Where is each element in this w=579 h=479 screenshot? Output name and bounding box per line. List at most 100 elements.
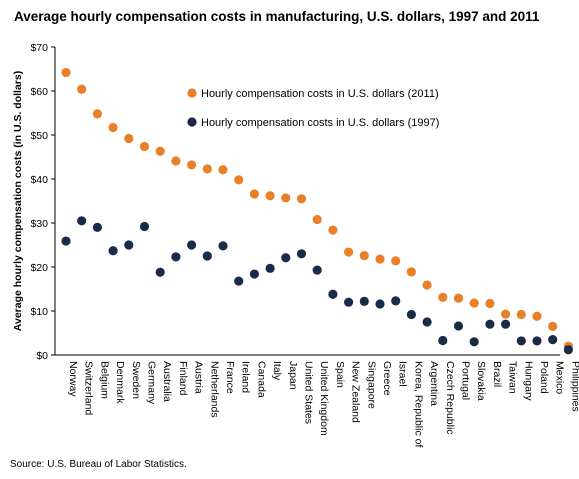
- source-note: Source: U.S. Bureau of Labor Statistics.: [10, 459, 187, 470]
- point-2011: [312, 214, 322, 225]
- point-1997: [344, 297, 354, 307]
- data-points: [61, 67, 574, 355]
- point-2011: [155, 146, 165, 156]
- x-axis-ticks: Norway Switzerland Belgium Denmark Sweden Ger…: [67, 361, 579, 447]
- y-tick-label: $10: [30, 306, 48, 318]
- point-2011: [359, 250, 369, 261]
- point-2011: [234, 175, 244, 185]
- x-tick-label: Czech Republic: [444, 361, 456, 435]
- point-2011: [171, 156, 181, 166]
- y-axis-title: Average hourly compensation costs (in U.…: [12, 71, 24, 331]
- x-tick-label: Italy: [271, 361, 283, 381]
- x-tick-label: United States: [303, 361, 315, 424]
- point-1997: [328, 289, 338, 299]
- point-1997: [61, 236, 71, 246]
- point-2011: [406, 267, 416, 277]
- point-2011: [375, 254, 385, 264]
- x-tick-label: Korea, Republic of: [412, 361, 424, 447]
- point-2011: [532, 311, 542, 321]
- x-tick-label: Canada: [255, 361, 267, 398]
- x-tick-label: Taiwan: [507, 361, 519, 394]
- x-tick-label: Spain: [334, 361, 346, 388]
- point-1997: [438, 335, 448, 346]
- point-2011: [438, 292, 448, 302]
- chart-title: Average hourly compensation costs in man…: [14, 9, 540, 24]
- y-tick-label: $50: [30, 130, 48, 142]
- legend-label: Hourly compensation costs in U.S. dollar…: [201, 88, 439, 100]
- x-tick-label: France: [224, 361, 236, 394]
- point-1997: [548, 335, 558, 345]
- point-1997: [563, 345, 574, 355]
- x-tick-label: Denmark: [114, 361, 126, 404]
- x-tick-label: Norway: [67, 361, 79, 397]
- point-1997: [485, 319, 495, 329]
- point-1997: [187, 240, 197, 250]
- point-1997: [375, 299, 385, 309]
- x-tick-label: Australia: [161, 361, 173, 402]
- point-2011: [202, 164, 212, 174]
- point-1997: [218, 241, 228, 251]
- point-1997: [391, 296, 401, 306]
- point-1997: [249, 269, 259, 279]
- point-1997: [202, 251, 212, 261]
- point-2011: [485, 298, 495, 309]
- point-2011: [92, 109, 102, 119]
- point-1997: [139, 221, 150, 232]
- x-tick-label: Ireland: [240, 361, 252, 393]
- point-1997: [312, 265, 322, 275]
- point-1997: [265, 263, 275, 273]
- point-2011: [139, 141, 150, 152]
- y-tick-label: $30: [30, 218, 48, 230]
- point-2011: [124, 133, 134, 144]
- axes: [54, 47, 560, 356]
- legend-marker: [187, 117, 197, 127]
- x-tick-label: Israel: [397, 361, 409, 387]
- point-2011: [391, 256, 401, 266]
- point-2011: [249, 189, 259, 199]
- point-1997: [501, 319, 511, 329]
- x-tick-label: Brazil: [491, 361, 503, 387]
- point-1997: [422, 317, 432, 327]
- point-1997: [108, 246, 118, 256]
- x-tick-label: Belgium: [98, 361, 110, 399]
- x-tick-label: New Zealand: [350, 361, 362, 423]
- point-2011: [265, 191, 275, 201]
- point-2011: [516, 309, 526, 320]
- point-2011: [469, 298, 479, 308]
- point-2011: [328, 225, 338, 235]
- legend-marker: [187, 88, 197, 98]
- y-tick-label: $20: [30, 262, 48, 274]
- point-2011: [77, 84, 87, 94]
- point-1997: [532, 336, 542, 346]
- x-tick-label: Portugal: [460, 361, 472, 400]
- point-2011: [218, 165, 228, 175]
- point-1997: [281, 253, 291, 263]
- point-2011: [108, 122, 118, 133]
- y-tick-label: $40: [30, 174, 48, 186]
- point-2011: [296, 194, 307, 204]
- x-tick-label: Hungary: [522, 361, 534, 401]
- point-1997: [406, 309, 416, 320]
- point-1997: [234, 276, 244, 286]
- point-1997: [469, 337, 479, 347]
- y-tick-label: $70: [30, 42, 48, 54]
- point-2011: [453, 293, 464, 303]
- x-tick-label: Japan: [287, 361, 299, 390]
- point-1997: [516, 336, 526, 346]
- x-tick-label: Austria: [193, 361, 205, 394]
- point-1997: [453, 321, 464, 331]
- legend-label: Hourly compensation costs in U.S. dollar…: [201, 117, 439, 129]
- x-tick-label: Argentina: [428, 361, 440, 406]
- point-1997: [92, 222, 102, 232]
- x-tick-label: Germany: [146, 361, 158, 405]
- y-tick-label: $0: [36, 350, 48, 362]
- x-tick-label: United Kingdom: [318, 361, 330, 436]
- x-tick-label: Greece: [381, 361, 393, 396]
- x-tick-label: Netherlands: [208, 361, 220, 418]
- point-2011: [501, 309, 511, 319]
- point-2011: [281, 193, 291, 203]
- x-tick-label: Mexico: [554, 361, 566, 394]
- point-1997: [124, 240, 134, 250]
- y-tick-label: $60: [30, 86, 48, 98]
